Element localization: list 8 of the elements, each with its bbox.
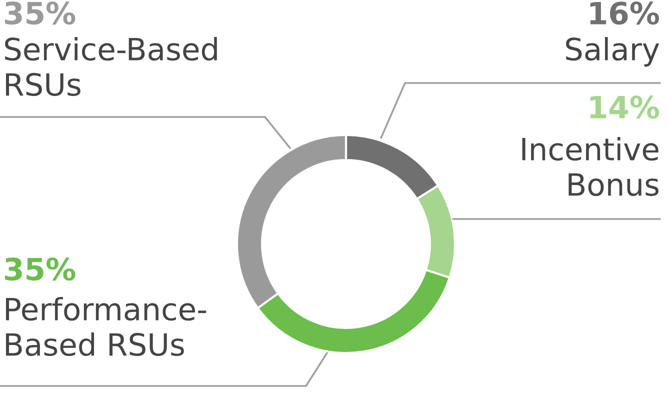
data-label: 35%: [5, 258, 76, 281]
data-label: 16%: [590, 2, 660, 25]
slice-label: Service-Based RSUs: [5, 37, 217, 96]
slice-label: Performance- Based RSUs: [6, 297, 206, 356]
slice-label: Incentive Bonus: [522, 137, 659, 196]
data-label: 14%: [590, 96, 660, 119]
data-label: 35%: [5, 2, 76, 25]
slice-label: Salary: [566, 37, 660, 67]
